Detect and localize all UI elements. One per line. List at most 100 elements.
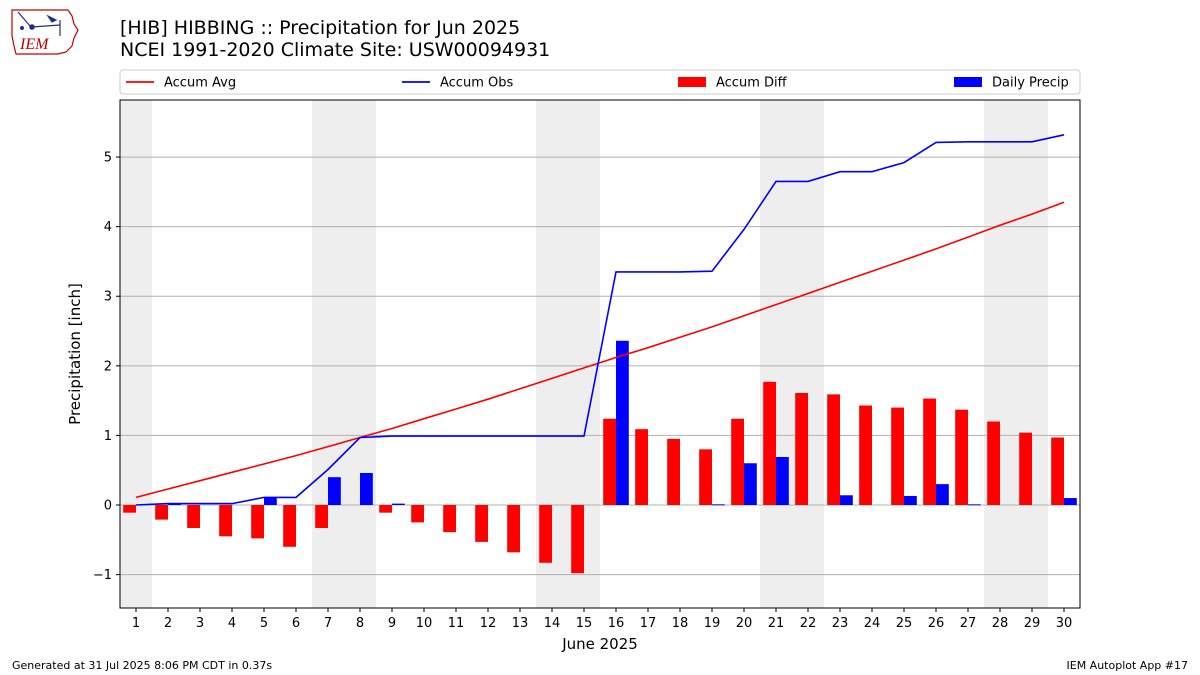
- accum-diff-bar: [571, 505, 584, 574]
- accum-diff-bar: [187, 505, 200, 528]
- x-tick-label: 5: [260, 616, 268, 631]
- x-tick-label: 18: [672, 616, 689, 631]
- x-tick-label: 2: [164, 616, 172, 631]
- y-axis-label: Precipitation [inch]: [66, 283, 84, 425]
- accum-diff-bar: [987, 421, 1000, 506]
- plot-frame: [119, 99, 1081, 609]
- legend-accum-avg-label: Accum Avg: [164, 76, 236, 91]
- accum-diff-bar: [507, 505, 520, 553]
- accum-diff-bar: [795, 392, 808, 506]
- x-tick-label: 15: [576, 616, 593, 631]
- weather-station-icon: [17, 11, 61, 36]
- x-tick-label: 13: [512, 616, 529, 631]
- x-tick-label: 11: [448, 616, 465, 631]
- daily-precip-bar: [616, 340, 629, 506]
- accum-diff-bar: [891, 407, 904, 506]
- legend: Accum Avg Accum Obs Accum Diff Daily Precip: [119, 69, 1081, 95]
- accum-diff-bar: [731, 418, 744, 506]
- daily-precip-bar: [264, 497, 277, 506]
- x-tick-label: 14: [544, 616, 561, 631]
- app-label: IEM Autoplot App #17: [1066, 659, 1189, 672]
- weekend-band: [344, 100, 376, 608]
- accum-diff-bar: [635, 429, 648, 506]
- x-tick-label: 8: [356, 616, 364, 631]
- x-tick-label: 29: [1024, 616, 1041, 631]
- y-tick-label: 0: [104, 499, 112, 514]
- x-tick-label: 6: [292, 616, 300, 631]
- generated-timestamp: Generated at 31 Jul 2025 8:06 PM CDT in …: [12, 659, 273, 672]
- daily-precip-bar: [968, 504, 981, 506]
- chart-title: [HIB] HIBBING :: Precipitation for Jun 2…: [120, 17, 521, 39]
- y-tick-label: −1: [93, 568, 112, 583]
- accum-diff-bar: [539, 505, 552, 563]
- accum-diff-bar: [923, 398, 936, 506]
- accum-diff-bar: [219, 505, 232, 537]
- x-tick-label: 28: [992, 616, 1009, 631]
- x-tick-label: 25: [896, 616, 913, 631]
- x-tick-label: 7: [324, 616, 332, 631]
- weekend-band: [1016, 100, 1048, 608]
- chart-subtitle: NCEI 1991-2020 Climate Site: USW00094931: [120, 39, 551, 61]
- y-tick-label: 3: [104, 290, 112, 305]
- y-tick-label: 4: [104, 220, 112, 235]
- accum-obs-line: [135, 134, 1065, 506]
- accum-diff-bar: [667, 438, 680, 506]
- daily-precip-bar: [712, 504, 725, 506]
- accum-diff-bar: [123, 505, 136, 513]
- x-tick-label: 20: [736, 616, 753, 631]
- accum-diff-bar: [603, 418, 616, 506]
- accum-diff-bar: [1051, 437, 1064, 506]
- x-tick-label: 17: [640, 616, 657, 631]
- accum-avg-line: [135, 201, 1065, 499]
- x-tick-label: 1: [132, 616, 140, 631]
- accum-diff-bar: [955, 409, 968, 506]
- accum-diff-bar: [155, 505, 168, 520]
- legend-accum-diff-swatch: [678, 77, 706, 87]
- daily-precip-bar: [360, 472, 373, 506]
- legend-accum-obs-label: Accum Obs: [440, 76, 513, 91]
- daily-precip-bar: [328, 477, 341, 506]
- y-tick-label: 5: [104, 151, 112, 166]
- x-tick-label: 30: [1056, 616, 1073, 631]
- x-tick-label: 21: [768, 616, 785, 631]
- accum-diff-bar: [699, 449, 712, 506]
- accum-diff-bar: [1019, 432, 1032, 506]
- daily-precip-bar: [1064, 498, 1077, 506]
- weekend-band: [312, 100, 344, 608]
- weekend-band: [792, 100, 824, 608]
- accum-diff-bar: [763, 381, 776, 506]
- daily-precip-bar: [936, 484, 949, 506]
- logo-text: IEM: [19, 36, 50, 53]
- x-tick-label: 4: [228, 616, 236, 631]
- accum-diff-bar: [315, 505, 328, 528]
- x-tick-label: 9: [388, 616, 396, 631]
- accum-diff-bar: [251, 505, 264, 539]
- weekend-band: [120, 100, 152, 608]
- accum-diff-bar: [859, 405, 872, 506]
- legend-daily-precip-swatch: [954, 77, 982, 87]
- x-tick-label: 12: [480, 616, 497, 631]
- y-tick-label: 2: [104, 359, 112, 374]
- iowa-outline-icon: [11, 9, 79, 55]
- x-tick-label: 19: [704, 616, 721, 631]
- iem-logo: IEM: [11, 9, 79, 55]
- weekend-band: [984, 100, 1016, 608]
- accum-diff-bar: [475, 505, 488, 542]
- x-tick-label: 26: [928, 616, 945, 631]
- x-tick-label: 24: [864, 616, 881, 631]
- accum-diff-bar: [411, 505, 424, 523]
- daily-precip-bar: [840, 495, 853, 506]
- legend-box: [119, 69, 1081, 95]
- x-tick-label: 3: [196, 616, 204, 631]
- accum-diff-bar: [283, 505, 296, 547]
- accum-diff-bar: [443, 505, 456, 533]
- daily-precip-bar: [776, 456, 789, 506]
- x-tick-label: 27: [960, 616, 977, 631]
- x-axis-label: June 2025: [561, 635, 638, 653]
- x-tick-label: 23: [832, 616, 849, 631]
- weekend-band: [760, 100, 792, 608]
- x-tick-label: 22: [800, 616, 817, 631]
- daily-precip-bar: [904, 495, 917, 506]
- daily-precip-bar: [392, 503, 405, 506]
